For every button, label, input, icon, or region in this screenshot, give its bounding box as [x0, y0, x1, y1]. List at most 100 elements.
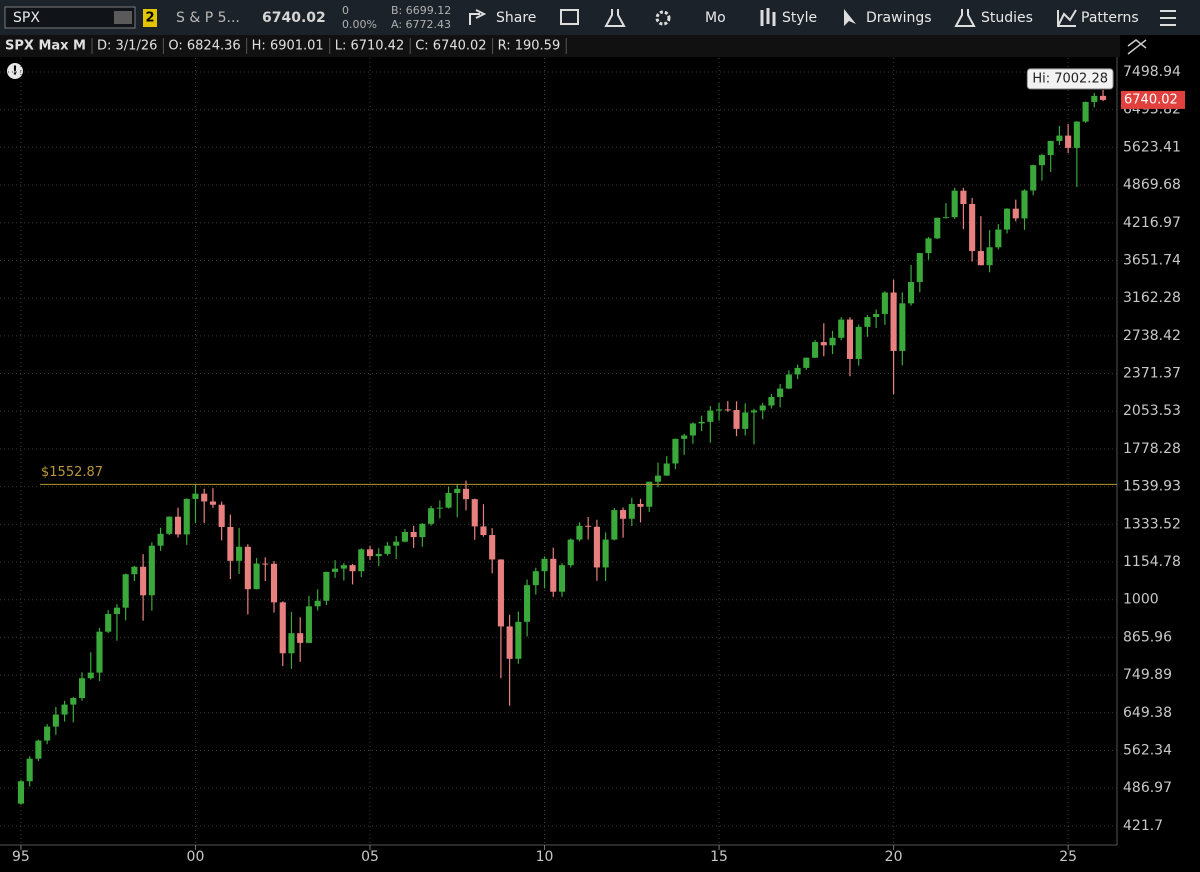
share-icon[interactable] — [469, 9, 487, 25]
candle-body — [541, 558, 548, 572]
x-tick-label: 95 — [12, 849, 30, 865]
candle-body — [1099, 95, 1107, 100]
candle-body — [820, 342, 827, 346]
last-price: 6740.02 — [262, 10, 326, 26]
info-item: R: 190.59 — [498, 39, 561, 54]
share-button[interactable]: Share — [496, 10, 536, 26]
candle-body — [995, 229, 1002, 248]
symbol[interactable]: SPX — [13, 10, 40, 26]
candle-body — [419, 523, 426, 538]
candle-body — [506, 626, 513, 659]
candle-body — [628, 504, 635, 519]
candle-body — [724, 409, 731, 411]
y-tick-label: 421.7 — [1123, 818, 1163, 834]
candle-body — [942, 217, 950, 219]
studies-button[interactable]: Studies — [981, 10, 1033, 26]
y-tick-label: 3651.74 — [1123, 252, 1181, 268]
symbol-dropdown[interactable] — [114, 11, 132, 24]
candle-body — [201, 493, 208, 502]
candle-body — [270, 563, 278, 603]
candle-body — [375, 553, 382, 557]
candle-body — [332, 568, 339, 572]
plot: $1552.87 Hi: 7002.28 — [17, 68, 1117, 805]
info-item: D: 3/1/26 — [97, 39, 157, 54]
candle-body — [550, 558, 557, 592]
description: S & P 5... — [176, 10, 240, 26]
candle-body — [1030, 165, 1037, 191]
candle-body — [1082, 101, 1089, 122]
candle-body — [192, 493, 199, 499]
settings-button[interactable] — [655, 10, 671, 26]
high-label: Hi: 7002.28 — [1032, 71, 1108, 86]
studies-icon[interactable] — [954, 9, 976, 27]
candle-body — [672, 438, 679, 464]
candle-body — [794, 367, 801, 375]
candle-body — [70, 698, 77, 705]
candle-body — [934, 217, 941, 239]
net-change: 0 — [342, 4, 349, 17]
candle-body — [663, 463, 670, 476]
alert-icon[interactable] — [7, 63, 23, 79]
link-badge[interactable] — [143, 9, 157, 27]
drawings-button[interactable]: Drawings — [866, 10, 932, 26]
menu-button[interactable] — [1160, 10, 1176, 26]
candle-body — [515, 621, 522, 659]
candle-body — [401, 531, 408, 542]
candle-body — [716, 409, 723, 411]
link-number[interactable]: 2 — [145, 11, 154, 26]
candle-body — [777, 388, 784, 398]
info-item: L: 6710.42 — [335, 39, 405, 54]
candle-body — [148, 545, 155, 596]
candle-body — [637, 504, 644, 507]
y-tick-label: 2371.37 — [1123, 366, 1181, 382]
candle-body — [61, 704, 68, 715]
toolbar — [0, 0, 1200, 35]
candle-body — [829, 337, 836, 346]
patterns-button[interactable]: Patterns — [1081, 10, 1139, 26]
info-item: SPX Max M — [5, 39, 86, 54]
grid — [0, 58, 1117, 843]
candle-body — [462, 488, 470, 500]
candle-body — [1003, 208, 1011, 230]
candle-body — [873, 313, 880, 318]
candle-body — [78, 678, 86, 699]
candle-body — [262, 563, 269, 565]
candle-body — [428, 508, 435, 524]
y-tick-label: 749.89 — [1123, 667, 1172, 683]
patterns-icon[interactable] — [1057, 9, 1077, 27]
drawings-icon[interactable] — [844, 9, 856, 26]
y-tick-label: 1000 — [1123, 592, 1159, 608]
candle-body — [707, 410, 714, 422]
chart-settings-icon[interactable] — [1127, 39, 1147, 55]
period-button[interactable]: Mo — [705, 10, 726, 26]
candle-body — [454, 488, 461, 493]
candle-body — [323, 571, 330, 601]
candle-body — [593, 526, 600, 568]
y-tick-label: 1539.93 — [1123, 479, 1181, 495]
info-bar — [0, 35, 1120, 57]
candle-body — [881, 292, 888, 314]
candle-body — [157, 533, 164, 546]
y-tick-label: 1154.78 — [1123, 554, 1181, 570]
candle-body — [122, 574, 129, 608]
candle-body — [497, 559, 504, 627]
candle-body — [907, 282, 915, 304]
candle-body — [244, 546, 251, 590]
info-item: C: 6740.02 — [415, 39, 486, 54]
candle-body — [471, 499, 478, 527]
candle-body — [576, 525, 583, 540]
candle-body — [445, 492, 452, 508]
candle-body — [558, 565, 566, 592]
lab-button[interactable] — [604, 9, 626, 27]
candle-body — [846, 319, 854, 359]
symbol-input[interactable] — [4, 6, 136, 29]
snapshot-button[interactable] — [560, 9, 579, 25]
style-icon[interactable] — [760, 8, 776, 26]
style-button[interactable]: Style — [782, 10, 817, 26]
candle-body — [131, 566, 138, 575]
candle-body — [681, 435, 688, 439]
candle-body — [1038, 155, 1046, 166]
candle-body — [1056, 135, 1063, 141]
